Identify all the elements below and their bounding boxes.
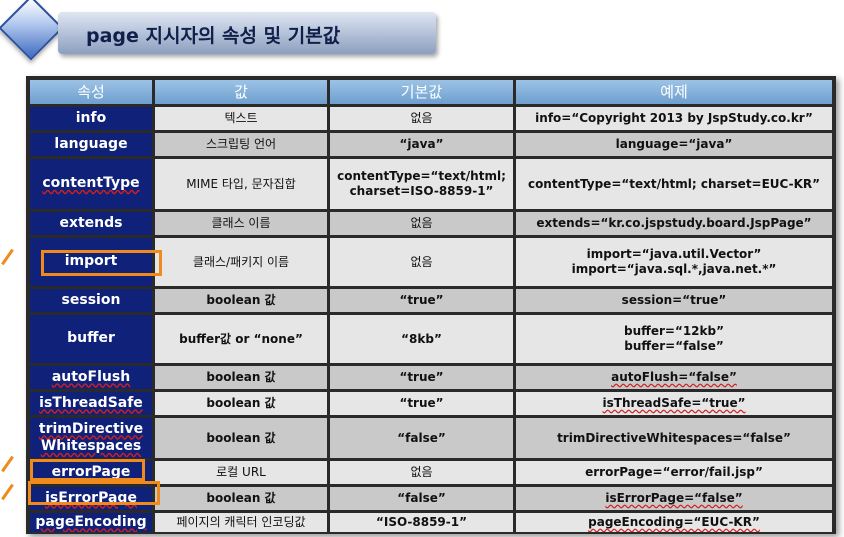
row-trimdirective-example: trimDirectiveWhitespaces=“false”	[516, 418, 832, 458]
row-isthreadsafe-name: isThreadSafe	[30, 392, 152, 415]
import-highlight-box	[41, 250, 162, 276]
row-contenttype-value: MIME 타입, 문자집합	[155, 159, 327, 209]
row-import-name: import	[30, 238, 152, 286]
row-iserrorpage-example: isErrorPage=“false”	[516, 487, 832, 510]
row-language-value: 스크립팅 언어	[155, 133, 327, 156]
row-pageencoding-value: 페이지의 캐릭터 인코딩값	[155, 513, 327, 532]
header-value: 값	[155, 80, 327, 104]
title-banner	[58, 12, 436, 54]
header-attribute: 속성	[30, 80, 152, 104]
title-diamond-icon	[0, 0, 64, 61]
row-trimdirective-default: “false”	[330, 418, 513, 458]
row-contenttype-example: contentType=“text/html; charset=EUC-KR”	[516, 159, 832, 209]
row-errorpage-value: 로컬 URL	[155, 461, 327, 484]
row-info-example: info=“Copyright 2013 by JspStudy.co.kr”	[516, 107, 832, 130]
row-autoflush-default: “true”	[330, 366, 513, 389]
iserrorpage-arrow-mark	[1, 483, 14, 501]
row-pageencoding-example: pageEncoding=“EUC-KR”	[516, 513, 832, 532]
row-info-default: 없음	[330, 107, 513, 130]
errorpage-arrow-mark	[1, 455, 14, 473]
row-session-value: boolean 값	[155, 289, 327, 312]
row-buffer-default: “8kb”	[330, 315, 513, 363]
header-example: 예제	[516, 80, 832, 104]
row-import-value: 클래스/패키지 이름	[155, 238, 327, 286]
errorpage-highlight-box	[30, 459, 145, 481]
row-autoflush-value: boolean 값	[155, 366, 327, 389]
row-extends-value: 클래스 이름	[155, 212, 327, 235]
row-autoflush-name: autoFlush	[30, 366, 152, 389]
row-session-name: session	[30, 289, 152, 312]
row-contenttype-name: contentType	[30, 159, 152, 209]
row-isthreadsafe-value: boolean 값	[155, 392, 327, 415]
row-extends-example: extends=“kr.co.jspstudy.board.JspPage”	[516, 212, 832, 235]
row-session-default: “true”	[330, 289, 513, 312]
row-trimdirective-name: trimDirective Whitespaces	[30, 418, 152, 458]
row-autoflush-example: autoFlush=“false”	[516, 366, 832, 389]
row-iserrorpage-default: “false”	[330, 487, 513, 510]
row-buffer-example: buffer=“12kb” buffer=“false”	[516, 315, 832, 363]
row-iserrorpage-value: boolean 값	[155, 487, 327, 510]
row-trimdirective-value: boolean 값	[155, 418, 327, 458]
page-title: page 지시자의 속성 및 기본값	[86, 25, 341, 47]
row-session-example: session=“true”	[516, 289, 832, 312]
row-import-example: import=“java.util.Vector” import=“java.s…	[516, 238, 832, 286]
row-import-default: 없음	[330, 238, 513, 286]
row-isthreadsafe-example: isThreadSafe=“true”	[516, 392, 832, 415]
row-pageencoding-name: pageEncoding	[30, 513, 152, 532]
attribute-table: 속성 값 기본값 예제 info 텍스트 없음 info=“Copyright …	[26, 76, 836, 534]
row-extends-default: 없음	[330, 212, 513, 235]
row-language-name: language	[30, 133, 152, 156]
row-pageencoding-default: “ISO-8859-1”	[330, 513, 513, 532]
row-language-default: “java”	[330, 133, 513, 156]
row-contenttype-default: contentType=“text/html;charset=ISO-8859-…	[330, 159, 513, 209]
row-errorpage-default: 없음	[330, 461, 513, 484]
row-info-value: 텍스트	[155, 107, 327, 130]
row-errorpage-example: errorPage=“error/fail.jsp”	[516, 461, 832, 484]
row-buffer-name: buffer	[30, 315, 152, 363]
header-default: 기본값	[330, 80, 513, 104]
row-isthreadsafe-default: “true”	[330, 392, 513, 415]
row-language-example: language=“java”	[516, 133, 832, 156]
import-arrow-mark	[1, 248, 14, 266]
row-info-name: info	[30, 107, 152, 130]
row-extends-name: extends	[30, 212, 152, 235]
row-buffer-value: buffer값 or “none”	[155, 315, 327, 363]
iserrorpage-highlight-box	[28, 481, 160, 505]
